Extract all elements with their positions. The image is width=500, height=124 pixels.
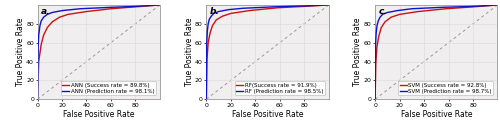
Legend: SVM (Success rate = 92.8%), SVM (Prediction rate = 98.7%): SVM (Success rate = 92.8%), SVM (Predict… bbox=[398, 81, 494, 95]
Line: SVM (Success rate = 92.8%): SVM (Success rate = 92.8%) bbox=[375, 5, 498, 99]
RF (Prediction rate = 98.5%) bbox=[210, 13, 216, 14]
SVM (Prediction rate = 98.7%) bbox=[470, 6, 476, 7]
SVM (Prediction rate = 98.7%) bbox=[375, 20, 381, 22]
SVM (Prediction rate = 98.7%) bbox=[494, 4, 500, 6]
SVM (Prediction rate = 98.7%) bbox=[394, 10, 400, 11]
SVM (Success rate = 92.8%) bbox=[494, 4, 500, 6]
SVM (Prediction rate = 98.7%) bbox=[384, 12, 390, 13]
ANN (Prediction rate = 98.1%) bbox=[40, 16, 46, 18]
ANN (Success rate = 89.8%) bbox=[84, 11, 89, 12]
Line: ANN (Success rate = 89.8%): ANN (Success rate = 89.8%) bbox=[38, 5, 160, 99]
ANN (Success rate = 89.8%) bbox=[44, 27, 51, 28]
RF (Prediction rate = 98.5%) bbox=[216, 11, 222, 12]
SVM (Success rate = 92.8%) bbox=[415, 11, 421, 12]
SVM (Prediction rate = 98.7%) bbox=[372, 98, 378, 100]
RF (Prediction rate = 98.5%) bbox=[205, 23, 211, 25]
SVM (Success rate = 92.8%) bbox=[382, 21, 388, 23]
SVM (Success rate = 92.8%) bbox=[372, 98, 378, 100]
X-axis label: False Positive Rate: False Positive Rate bbox=[232, 110, 303, 119]
RF (Prediction rate = 98.5%) bbox=[204, 98, 210, 100]
RF(Success rate = 91.9%) bbox=[210, 25, 216, 26]
Y-axis label: True Positive Rate: True Positive Rate bbox=[354, 18, 362, 86]
ANN (Success rate = 89.8%) bbox=[65, 14, 71, 15]
RF (Prediction rate = 98.5%) bbox=[270, 6, 276, 8]
Line: RF (Prediction rate = 98.5%): RF (Prediction rate = 98.5%) bbox=[206, 5, 328, 99]
SVM (Success rate = 92.8%) bbox=[374, 46, 380, 47]
RF (Prediction rate = 98.5%) bbox=[301, 5, 307, 7]
Line: RF(Success rate = 91.9%): RF(Success rate = 91.9%) bbox=[206, 5, 328, 99]
RF(Success rate = 91.9%) bbox=[204, 98, 210, 100]
SVM (Success rate = 92.8%) bbox=[388, 16, 394, 18]
SVM (Success rate = 92.8%) bbox=[376, 35, 382, 37]
RF (Prediction rate = 98.5%) bbox=[204, 44, 210, 45]
ANN (Success rate = 89.8%) bbox=[49, 21, 55, 23]
RF (Prediction rate = 98.5%) bbox=[206, 18, 212, 20]
X-axis label: False Positive Rate: False Positive Rate bbox=[400, 110, 472, 119]
Text: c.: c. bbox=[379, 7, 388, 16]
RF(Success rate = 91.9%) bbox=[274, 7, 280, 9]
ANN (Prediction rate = 98.1%) bbox=[132, 6, 138, 7]
RF(Success rate = 91.9%) bbox=[207, 32, 213, 34]
ANN (Prediction rate = 98.1%) bbox=[157, 4, 163, 6]
SVM (Success rate = 92.8%) bbox=[378, 27, 384, 28]
ANN (Success rate = 89.8%) bbox=[36, 61, 42, 62]
SVM (Prediction rate = 98.7%) bbox=[377, 16, 383, 18]
Y-axis label: True Positive Rate: True Positive Rate bbox=[184, 18, 194, 86]
SVM (Prediction rate = 98.7%) bbox=[372, 46, 378, 47]
ANN (Prediction rate = 98.1%) bbox=[35, 47, 41, 48]
SVM (Prediction rate = 98.7%) bbox=[440, 7, 446, 8]
RF(Success rate = 91.9%) bbox=[326, 4, 332, 6]
ANN (Prediction rate = 98.1%) bbox=[36, 34, 42, 36]
Line: ANN (Prediction rate = 98.1%): ANN (Prediction rate = 98.1%) bbox=[38, 5, 160, 99]
RF(Success rate = 91.9%) bbox=[301, 6, 307, 7]
RF (Prediction rate = 98.5%) bbox=[204, 31, 210, 32]
ANN (Prediction rate = 98.1%) bbox=[108, 7, 114, 8]
ANN (Success rate = 89.8%) bbox=[157, 4, 163, 6]
RF (Prediction rate = 98.5%) bbox=[226, 9, 232, 10]
RF(Success rate = 91.9%) bbox=[228, 13, 234, 14]
ANN (Prediction rate = 98.1%) bbox=[49, 12, 55, 13]
Legend: RF(Success rate = 91.9%), RF (Prediction rate = 98.5%): RF(Success rate = 91.9%), RF (Prediction… bbox=[234, 81, 324, 95]
Text: b.: b. bbox=[210, 7, 220, 16]
SVM (Success rate = 92.8%) bbox=[443, 8, 449, 9]
Legend: ANN (Success rate = 89.8%), ANN (Prediction rate = 98.1%): ANN (Success rate = 89.8%), ANN (Predict… bbox=[60, 81, 156, 95]
Text: a.: a. bbox=[41, 7, 50, 16]
ANN (Success rate = 89.8%) bbox=[34, 98, 40, 100]
RF(Success rate = 91.9%) bbox=[205, 42, 211, 43]
RF (Prediction rate = 98.5%) bbox=[326, 4, 332, 6]
ANN (Prediction rate = 98.1%) bbox=[44, 14, 51, 15]
SVM (Success rate = 92.8%) bbox=[470, 6, 476, 8]
SVM (Success rate = 92.8%) bbox=[373, 63, 379, 64]
ANN (Prediction rate = 98.1%) bbox=[38, 20, 44, 22]
RF(Success rate = 91.9%) bbox=[213, 19, 219, 21]
Line: SVM (Prediction rate = 98.7%): SVM (Prediction rate = 98.7%) bbox=[375, 5, 498, 99]
ANN (Success rate = 89.8%) bbox=[108, 8, 114, 9]
ANN (Prediction rate = 98.1%) bbox=[34, 98, 40, 100]
SVM (Prediction rate = 98.7%) bbox=[374, 25, 380, 26]
SVM (Prediction rate = 98.7%) bbox=[380, 14, 386, 15]
RF(Success rate = 91.9%) bbox=[246, 10, 252, 11]
ANN (Prediction rate = 98.1%) bbox=[37, 25, 43, 26]
Y-axis label: True Positive Rate: True Positive Rate bbox=[16, 18, 25, 86]
X-axis label: False Positive Rate: False Positive Rate bbox=[63, 110, 134, 119]
RF(Success rate = 91.9%) bbox=[204, 59, 210, 60]
RF(Success rate = 91.9%) bbox=[219, 16, 225, 17]
ANN (Success rate = 89.8%) bbox=[132, 6, 138, 8]
SVM (Prediction rate = 98.7%) bbox=[373, 32, 379, 34]
RF (Prediction rate = 98.5%) bbox=[240, 8, 246, 9]
ANN (Success rate = 89.8%) bbox=[38, 44, 44, 45]
ANN (Success rate = 89.8%) bbox=[56, 16, 62, 18]
ANN (Prediction rate = 98.1%) bbox=[59, 10, 65, 11]
RF (Prediction rate = 98.5%) bbox=[208, 16, 214, 17]
SVM (Prediction rate = 98.7%) bbox=[409, 8, 415, 9]
ANN (Prediction rate = 98.1%) bbox=[78, 8, 84, 9]
ANN (Success rate = 89.8%) bbox=[40, 34, 46, 36]
SVM (Success rate = 92.8%) bbox=[396, 14, 402, 15]
